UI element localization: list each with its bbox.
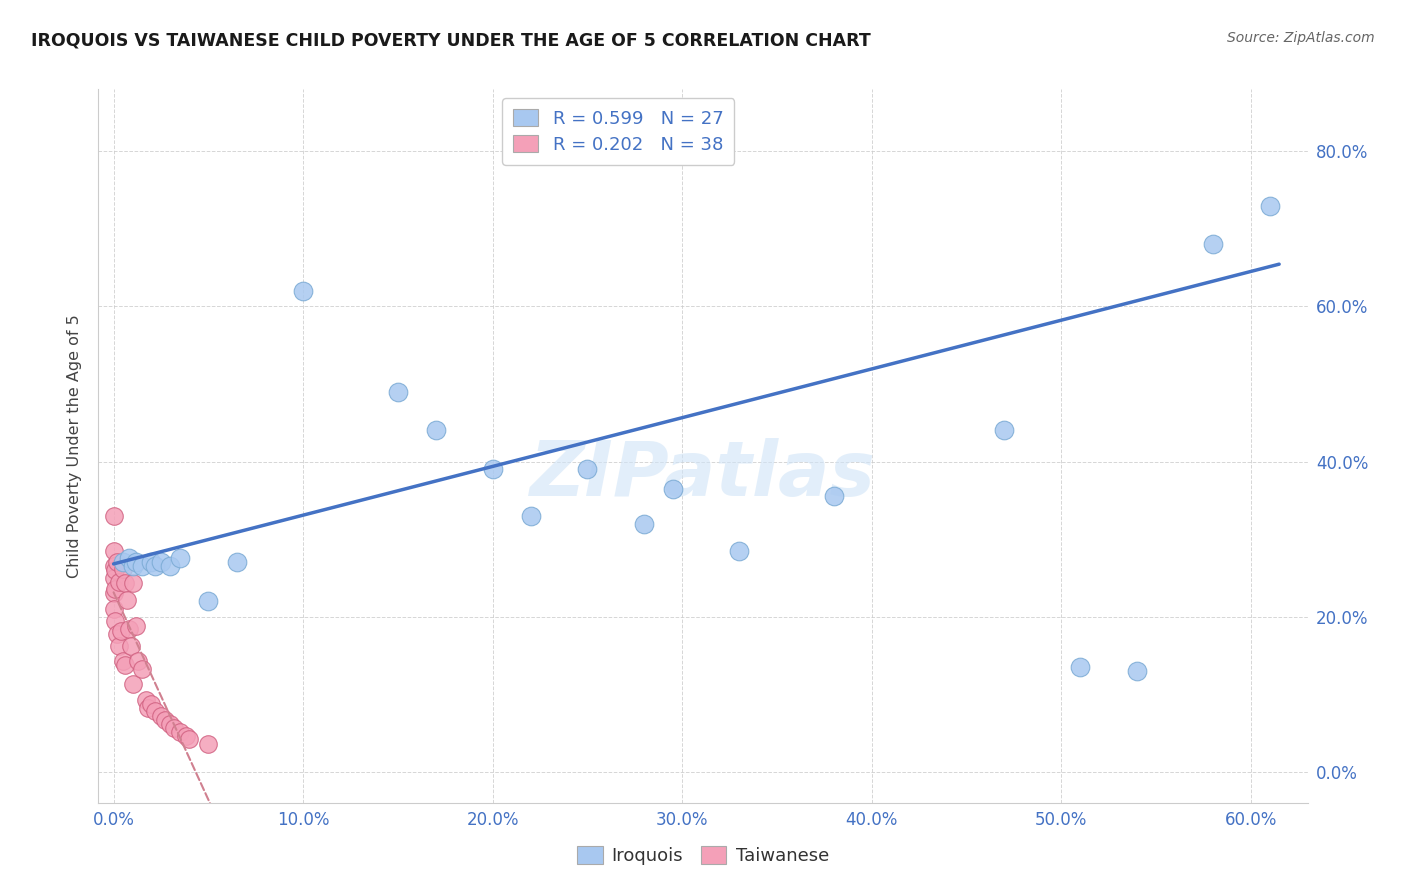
Point xyxy=(1202,237,1225,252)
Point xyxy=(105,555,128,569)
Point xyxy=(131,559,153,574)
Point xyxy=(103,602,125,616)
Point xyxy=(136,701,159,715)
Point xyxy=(121,559,143,574)
Point xyxy=(1258,198,1281,212)
Point xyxy=(103,508,125,523)
Point xyxy=(108,639,131,653)
Point xyxy=(143,704,166,718)
Point xyxy=(104,563,127,577)
Point xyxy=(103,586,125,600)
Text: IROQUOIS VS TAIWANESE CHILD POVERTY UNDER THE AGE OF 5 CORRELATION CHART: IROQUOIS VS TAIWANESE CHILD POVERTY UNDE… xyxy=(31,31,870,49)
Point xyxy=(197,594,219,608)
Point xyxy=(179,732,201,747)
Text: ZIPatlas: ZIPatlas xyxy=(530,438,876,511)
Point xyxy=(103,543,125,558)
Point xyxy=(169,725,191,739)
Point xyxy=(576,462,599,476)
Point xyxy=(993,424,1015,438)
Point xyxy=(159,559,181,574)
Point xyxy=(112,561,135,575)
Point xyxy=(633,516,655,531)
Point xyxy=(112,555,135,569)
Point xyxy=(115,592,138,607)
Point xyxy=(105,626,128,640)
Point xyxy=(174,729,197,743)
Point xyxy=(519,508,541,523)
Point xyxy=(425,424,447,438)
Point xyxy=(1069,660,1091,674)
Point xyxy=(103,571,125,585)
Point xyxy=(114,576,136,591)
Point xyxy=(159,716,181,731)
Point xyxy=(387,384,409,399)
Point xyxy=(125,555,148,569)
Point xyxy=(121,576,143,591)
Point xyxy=(125,619,148,633)
Point xyxy=(141,698,163,712)
Point xyxy=(112,654,135,668)
Point xyxy=(103,559,125,574)
Text: Source: ZipAtlas.com: Source: ZipAtlas.com xyxy=(1227,31,1375,45)
Point xyxy=(1126,664,1149,678)
Point xyxy=(121,677,143,691)
Point xyxy=(108,574,131,589)
Point xyxy=(661,482,683,496)
Point xyxy=(104,614,127,628)
Point xyxy=(292,284,315,298)
Point xyxy=(118,551,141,566)
Point xyxy=(143,559,166,574)
Point xyxy=(149,709,172,723)
Point xyxy=(114,657,136,672)
Point xyxy=(127,654,149,668)
Point xyxy=(104,582,127,597)
Point xyxy=(110,624,132,638)
Legend: Iroquois, Taiwanese: Iroquois, Taiwanese xyxy=(569,839,837,872)
Point xyxy=(135,692,157,706)
Point xyxy=(120,639,142,653)
Point xyxy=(163,722,186,736)
Point xyxy=(481,462,503,476)
Point xyxy=(141,555,163,569)
Point xyxy=(149,555,172,569)
Y-axis label: Child Poverty Under the Age of 5: Child Poverty Under the Age of 5 xyxy=(67,314,83,578)
Point xyxy=(169,551,191,566)
Point xyxy=(728,543,751,558)
Point xyxy=(823,490,845,504)
Point xyxy=(197,737,219,751)
Point xyxy=(153,713,176,727)
Point xyxy=(118,622,141,636)
Point xyxy=(225,555,247,569)
Point xyxy=(131,662,153,676)
Legend: R = 0.599   N = 27, R = 0.202   N = 38: R = 0.599 N = 27, R = 0.202 N = 38 xyxy=(502,98,734,165)
